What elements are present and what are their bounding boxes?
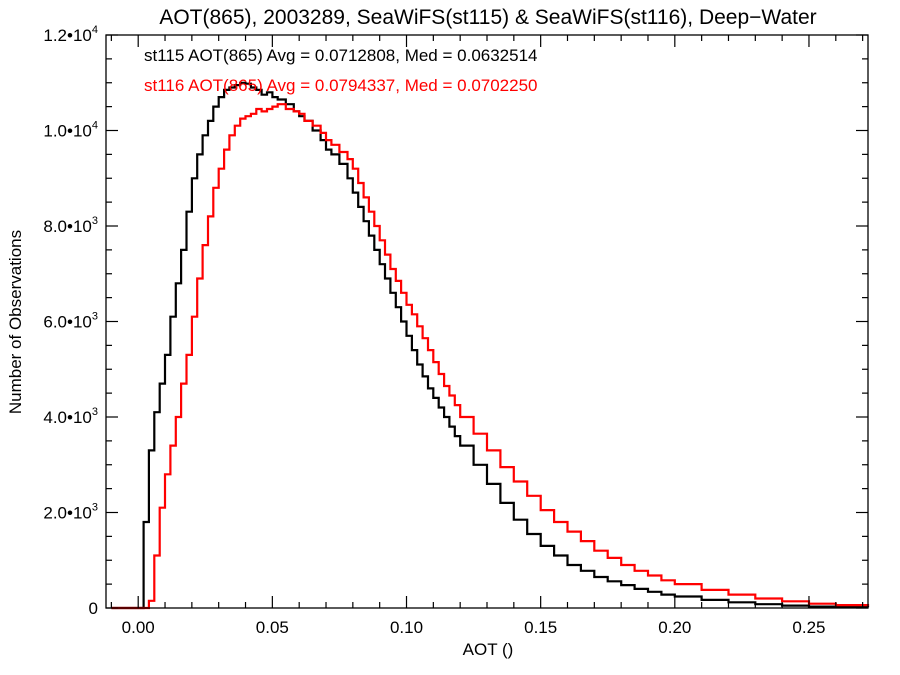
legend-st115: st115 AOT(865) Avg = 0.0712808, Med = 0.…	[144, 46, 538, 65]
x-axis-label: AOT ()	[463, 640, 514, 659]
x-tick-label: 0.25	[792, 618, 825, 637]
y-tick-label: 1.2•104	[43, 24, 98, 45]
y-axis-label: Number of Observations	[6, 230, 25, 414]
y-tick-label: 6.0•103	[43, 311, 98, 332]
y-tick-label: 2.0•103	[43, 502, 98, 523]
axes: 0.00 0.05 0.10 0.15 0.20 0.25 0 2.0•103 4.0•103 6…	[43, 24, 869, 637]
plot-frame	[105, 34, 869, 609]
y-tick-label: 4.0•103	[43, 406, 98, 427]
y-tick-label: 8.0•103	[43, 215, 98, 236]
series-line-st115	[111, 81, 870, 610]
chart-title: AOT(865), 2003289, SeaWiFS(st115) & SeaW…	[159, 6, 816, 29]
plot-area	[111, 81, 870, 610]
x-tick-label: 0.00	[122, 618, 155, 637]
y-tick-label: 0	[89, 599, 98, 618]
x-tick-label: 0.10	[390, 618, 423, 637]
x-tick-label: 0.15	[524, 618, 557, 637]
x-tick-label: 0.05	[256, 618, 289, 637]
series-line-st116	[111, 103, 870, 610]
y-tick-label: 1.0•104	[43, 120, 98, 141]
x-tick-label: 0.20	[658, 618, 691, 637]
legend-st116: st116 AOT(865) Avg = 0.0794337, Med = 0.…	[144, 76, 538, 95]
